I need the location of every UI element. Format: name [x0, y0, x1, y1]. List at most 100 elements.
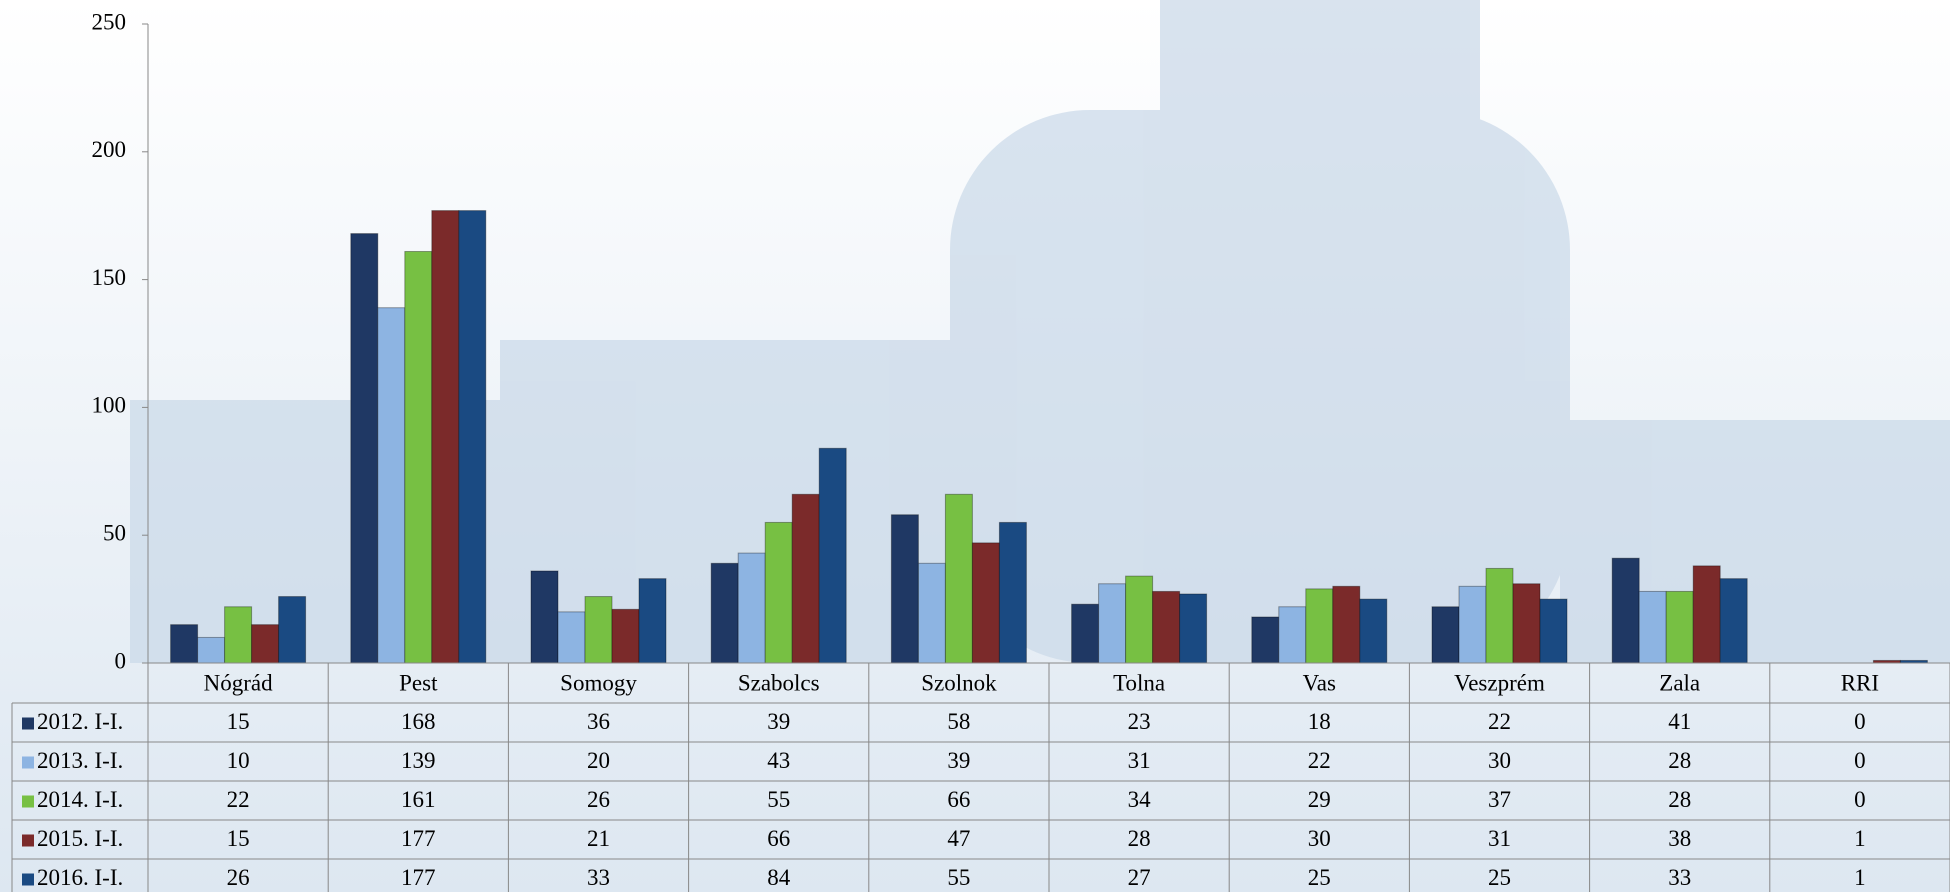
y-tick-label: 150 — [92, 265, 127, 290]
x-tick-label: Vas — [1303, 670, 1336, 695]
table-value: 38 — [1668, 826, 1691, 851]
x-tick-label: Veszprém — [1454, 670, 1545, 695]
x-tick-label: Nógrád — [204, 670, 273, 695]
bar — [252, 625, 279, 663]
table-value: 55 — [947, 865, 970, 890]
legend-label: 2013. I-I. — [37, 748, 123, 773]
table-value: 26 — [227, 865, 250, 890]
table-value: 22 — [227, 787, 250, 812]
y-tick-label: 0 — [115, 648, 127, 673]
x-tick-label: Szolnok — [921, 670, 997, 695]
bar — [765, 522, 792, 663]
table-value: 31 — [1128, 748, 1151, 773]
bar — [1432, 607, 1459, 663]
bar — [1513, 584, 1540, 663]
bar — [1486, 568, 1513, 663]
table-value: 15 — [227, 709, 250, 734]
bar — [198, 637, 225, 663]
table-value: 36 — [587, 709, 610, 734]
bar — [1279, 607, 1306, 663]
bar — [171, 625, 198, 663]
x-tick-label: Somogy — [560, 670, 637, 695]
table-value: 22 — [1308, 748, 1331, 773]
table-value: 39 — [767, 709, 790, 734]
table-value: 0 — [1854, 748, 1866, 773]
legend-swatch — [22, 757, 34, 769]
bar — [1099, 584, 1126, 663]
table-value: 33 — [1668, 865, 1691, 890]
table-value: 25 — [1308, 865, 1331, 890]
table-value: 28 — [1668, 787, 1691, 812]
bar — [945, 494, 972, 663]
bar — [1126, 576, 1153, 663]
table-value: 1 — [1854, 865, 1866, 890]
table-value: 15 — [227, 826, 250, 851]
table-value: 25 — [1488, 865, 1511, 890]
bar — [1252, 617, 1279, 663]
x-tick-label: Pest — [399, 670, 438, 695]
bar — [1540, 599, 1567, 663]
x-tick-label: Zala — [1659, 670, 1700, 695]
table-value: 34 — [1128, 787, 1152, 812]
table-value: 66 — [947, 787, 970, 812]
bar — [918, 563, 945, 663]
y-tick-label: 200 — [92, 137, 127, 162]
bar — [819, 448, 846, 663]
bar — [459, 211, 486, 663]
legend-swatch — [22, 718, 34, 730]
table-value: 0 — [1854, 709, 1866, 734]
table-value: 1 — [1854, 826, 1866, 851]
table-value: 21 — [587, 826, 610, 851]
bar — [1639, 591, 1666, 663]
bar — [1180, 594, 1207, 663]
table-value: 39 — [947, 748, 970, 773]
table-value: 177 — [401, 865, 436, 890]
bar — [378, 308, 405, 663]
bar — [738, 553, 765, 663]
table-value: 27 — [1128, 865, 1151, 890]
bar — [1360, 599, 1387, 663]
bar — [1666, 591, 1693, 663]
table-value: 43 — [767, 748, 790, 773]
bar — [711, 563, 738, 663]
bar — [351, 234, 378, 663]
bar — [279, 597, 306, 663]
legend-swatch — [22, 835, 34, 847]
bar — [891, 515, 918, 663]
table-value: 20 — [587, 748, 610, 773]
table-value: 41 — [1668, 709, 1691, 734]
table-value: 30 — [1488, 748, 1511, 773]
table-value: 10 — [227, 748, 250, 773]
bar — [558, 612, 585, 663]
bar — [1693, 566, 1720, 663]
bar — [432, 211, 459, 663]
table-value: 161 — [401, 787, 436, 812]
x-tick-label: Szabolcs — [738, 670, 820, 695]
bar — [1153, 591, 1180, 663]
legend-label: 2015. I-I. — [37, 826, 123, 851]
bar — [972, 543, 999, 663]
legend-swatch — [22, 796, 34, 808]
table-value: 28 — [1668, 748, 1691, 773]
chart: 050100150200250NógrádPestSomogySzabolcsS… — [0, 0, 1950, 892]
bar — [1072, 604, 1099, 663]
table-value: 47 — [947, 826, 970, 851]
bar — [1333, 586, 1360, 663]
table-value: 31 — [1488, 826, 1511, 851]
table-value: 177 — [401, 826, 436, 851]
bar — [792, 494, 819, 663]
legend-label: 2016. I-I. — [37, 865, 123, 890]
legend-label: 2012. I-I. — [37, 709, 123, 734]
table-value: 26 — [587, 787, 610, 812]
bar — [1612, 558, 1639, 663]
bar — [225, 607, 252, 663]
x-tick-label: Tolna — [1113, 670, 1165, 695]
y-tick-label: 100 — [92, 393, 127, 418]
bar — [585, 597, 612, 663]
table-value: 22 — [1488, 709, 1511, 734]
legend-swatch — [22, 874, 34, 886]
table-value: 55 — [767, 787, 790, 812]
y-tick-label: 50 — [103, 520, 126, 545]
bar — [1306, 589, 1333, 663]
bar — [405, 251, 432, 663]
